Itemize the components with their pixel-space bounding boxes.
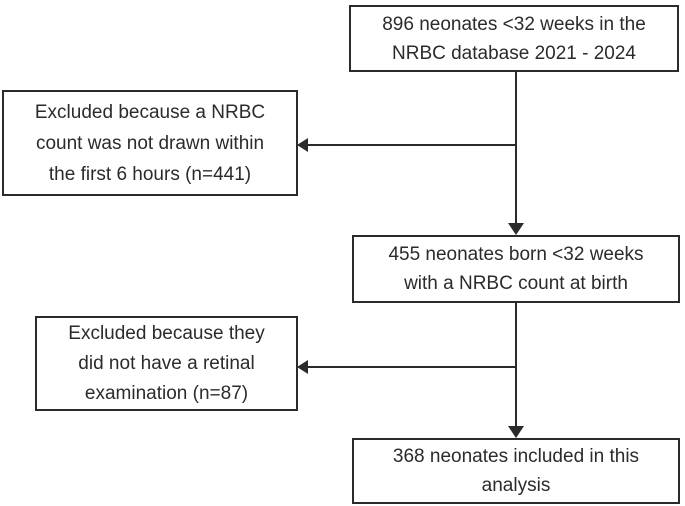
arrowhead-down-icon (508, 426, 524, 438)
box-text-line: 896 neonates <32 weeks in the (382, 13, 646, 35)
box-excluded-no-nrbc-count: Excluded because a NRBC count was not dr… (2, 90, 298, 196)
box-text-line: the first 6 hours (n=441) (48, 163, 252, 185)
box-text-line: analysis (481, 475, 551, 496)
connector-middle-to-bottom (515, 302, 517, 427)
box-text-line: did not have a retinal (78, 352, 255, 374)
connector-top-to-middle (515, 71, 517, 224)
box-text-line: 455 neonates born <32 weeks (388, 244, 644, 265)
box-text-line: Excluded because they (68, 322, 265, 344)
box-included-in-analysis: 368 neonates included in this analysis (352, 438, 680, 504)
box-database-total: 896 neonates <32 weeks in the NRBC datab… (349, 5, 679, 72)
box-with-nrbc-count: 455 neonates born <32 weeks with a NRBC … (352, 235, 680, 303)
box-text-line: NRBC database 2021 - 2024 (392, 42, 636, 64)
arrowhead-down-icon (508, 223, 524, 235)
box-excluded-no-retinal-exam: Excluded because they did not have a ret… (35, 316, 298, 411)
connector-branch-to-excluded1 (306, 144, 517, 146)
box-text-line: examination (n=87) (84, 382, 249, 404)
box-text-line: Excluded because a NRBC (34, 101, 266, 123)
box-text-line: 368 neonates included in this (392, 446, 640, 467)
box-text-line: with a NRBC count at birth (404, 273, 628, 294)
arrowhead-left-icon (297, 360, 308, 374)
arrowhead-left-icon (297, 138, 308, 152)
connector-branch-to-excluded2 (306, 366, 517, 368)
box-text-line: count was not drawn within (35, 132, 265, 154)
